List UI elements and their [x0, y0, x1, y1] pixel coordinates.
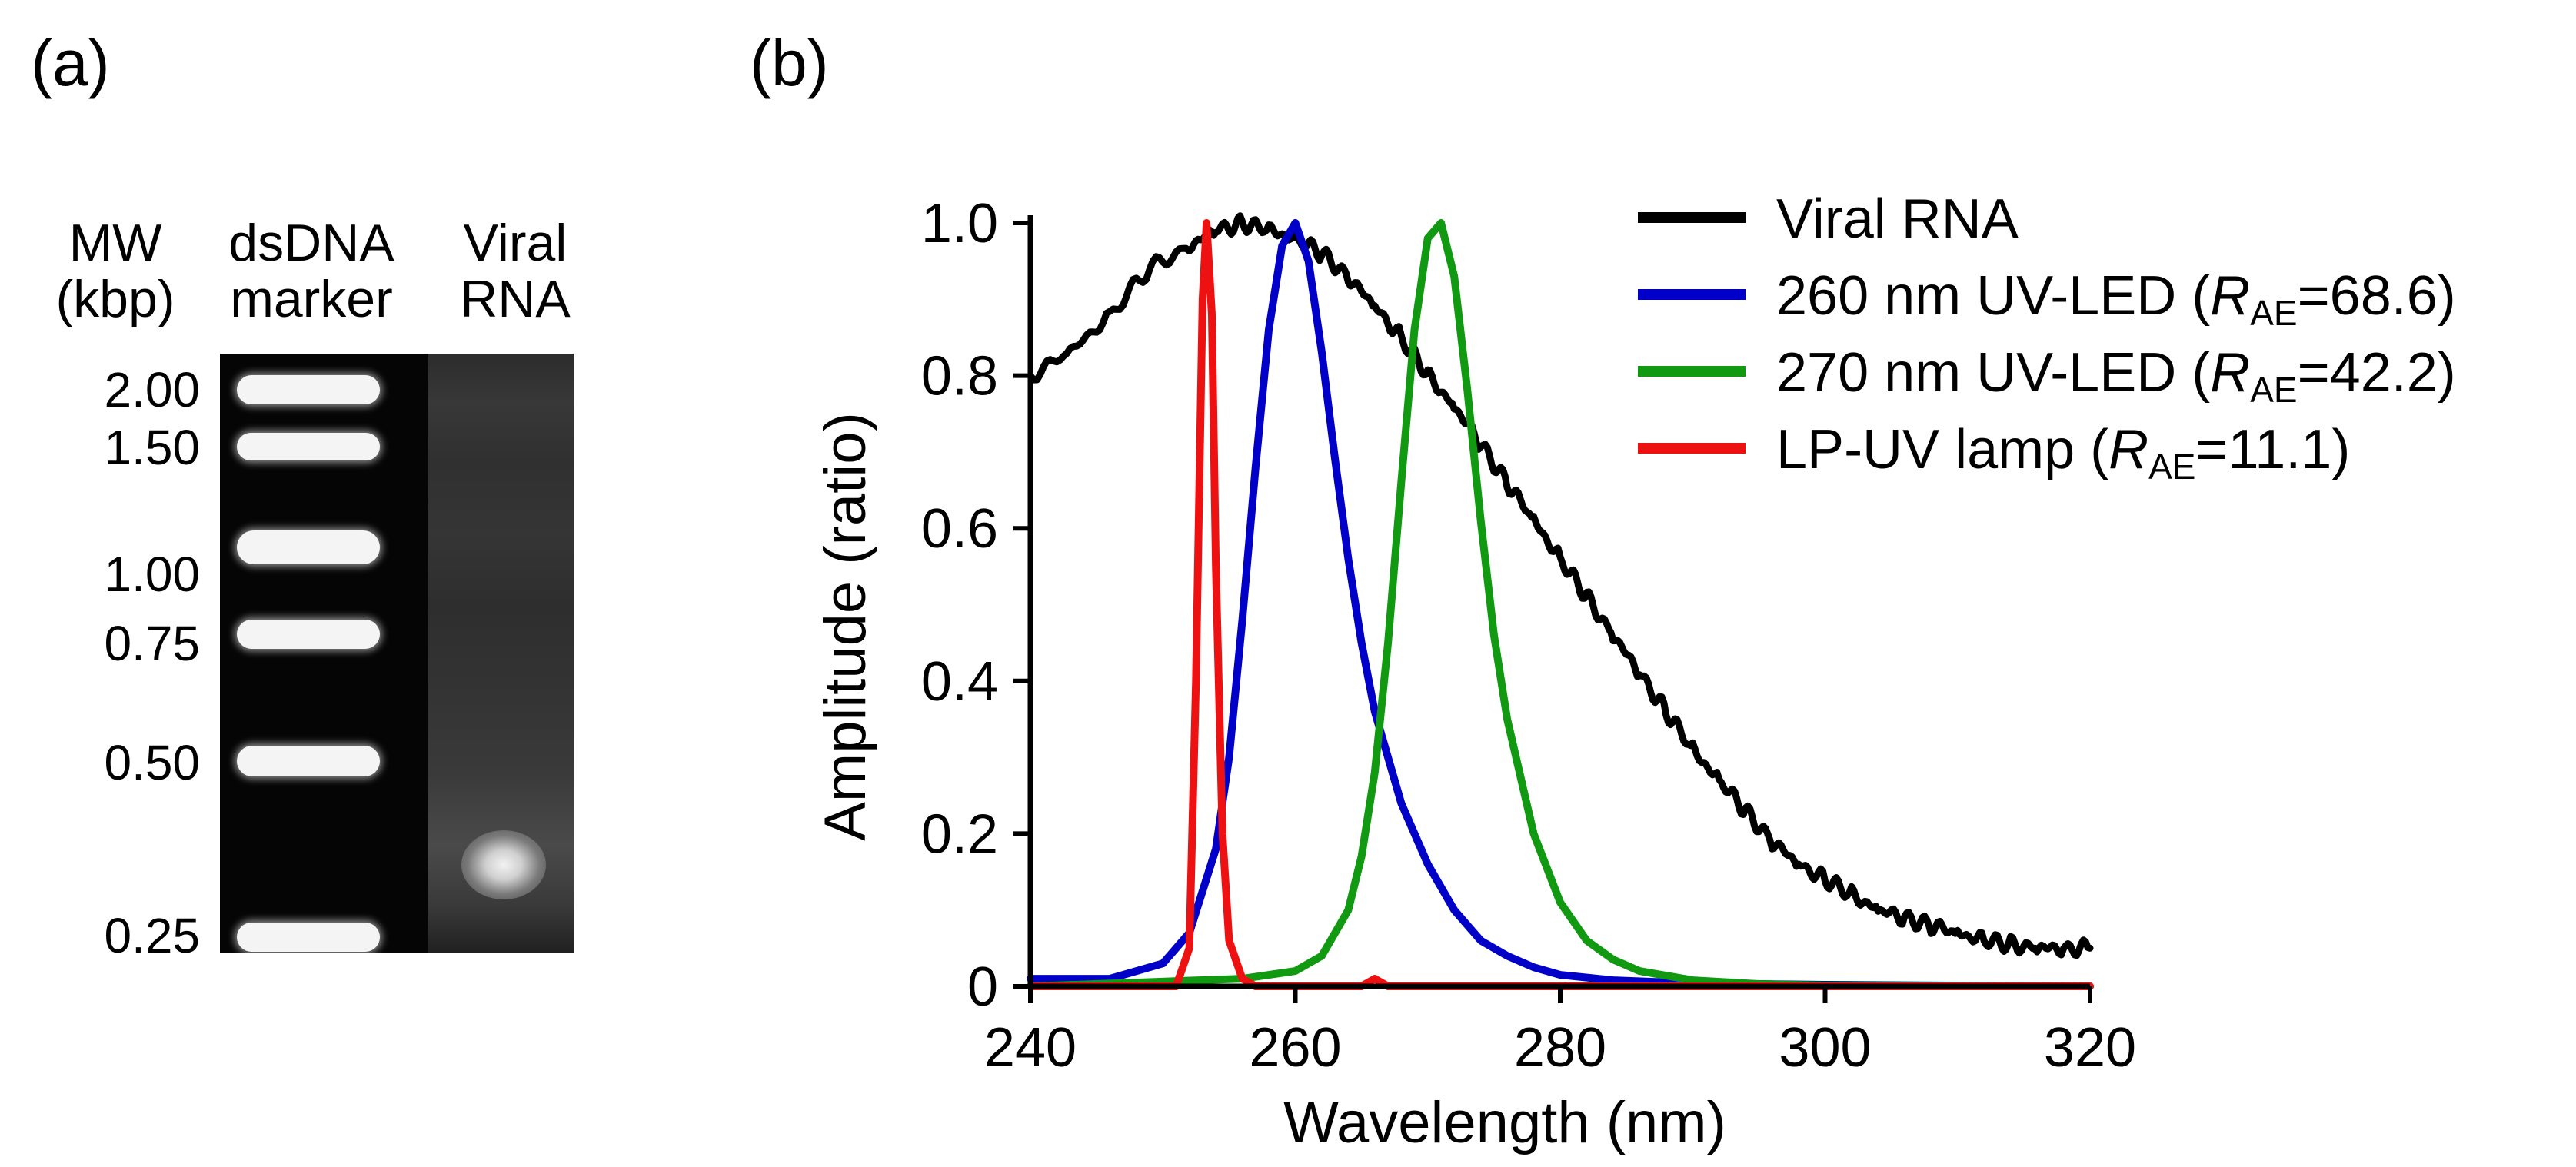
marker-header: dsDNA marker — [208, 214, 415, 329]
series-lines — [1027, 212, 2094, 990]
y-tick-label: 0.2 — [921, 803, 998, 865]
x-tick-label: 260 — [1249, 1017, 1341, 1079]
mw-label-2.00: 2.00 — [104, 362, 200, 417]
marker-band-0.75 — [237, 620, 380, 649]
marker-header-line2: marker — [230, 270, 393, 329]
y-tick-label: 0 — [967, 956, 998, 1018]
mw-label-1.50: 1.50 — [104, 420, 200, 475]
marker-band-0.50 — [237, 746, 380, 776]
mw-label-0.50: 0.50 — [104, 735, 200, 790]
sample-header: Viral RNA — [431, 214, 600, 329]
mw-header-line2: (kbp) — [55, 270, 175, 329]
x-tick-label: 280 — [1514, 1017, 1606, 1079]
marker-band-1.00 — [237, 530, 380, 564]
y-tick-label: 0.8 — [921, 346, 998, 407]
series-line-viral-rna — [1027, 212, 2094, 959]
mw-label-0.75: 0.75 — [104, 616, 200, 671]
legend-entry-lp-uv-lamp: LP-UV lamp (RAE=11.1) — [1776, 419, 2350, 487]
marker-band-0.25 — [237, 923, 380, 952]
y-tick-label: 1.0 — [921, 193, 998, 254]
tick-labels: 240 260 280 300 320 0 0.2 0.4 0.6 0.8 1.0 — [921, 193, 2136, 1079]
mw-label-1.00: 1.00 — [104, 547, 200, 602]
y-tick-label: 0.6 — [921, 498, 998, 560]
series-line-270-nm-uv-led — [1027, 219, 2094, 990]
panel-b-label: (b) — [750, 27, 829, 99]
legend: Viral RNA 260 nm UV-LED (RAE=68.6) 270 nm … — [1638, 188, 2456, 487]
sample-header-line2: RNA — [460, 270, 571, 329]
x-tick-label: 300 — [1779, 1017, 1871, 1079]
legend-entry-270-nm-uv-led: 270 nm UV-LED (RAE=42.2) — [1776, 342, 2456, 410]
x-tick-label: 320 — [2044, 1017, 2136, 1079]
y-tick-label: 0.4 — [921, 651, 998, 713]
series-line-lp-uv-lamp — [1027, 219, 2094, 990]
legend-entry-viral-rna: Viral RNA — [1776, 188, 2019, 250]
legend-entry-260-nm-uv-led: 260 nm UV-LED (RAE=68.6) — [1776, 265, 2456, 333]
x-tick-label: 240 — [984, 1017, 1077, 1079]
panel-a-label: (a) — [31, 27, 110, 99]
viral-rna-band — [461, 830, 546, 899]
axes — [1013, 215, 2092, 1003]
y-axis-label: Amplitude (ratio) — [813, 412, 878, 841]
sample-header-line1: Viral — [463, 214, 567, 272]
marker-header-line1: dsDNA — [228, 214, 394, 272]
marker-band-1.50 — [237, 433, 380, 460]
mw-label-0.25: 0.25 — [104, 908, 200, 963]
mw-header: MW (kbp) — [31, 214, 200, 329]
x-axis-label: Wavelength (nm) — [1283, 1090, 1726, 1155]
marker-band-2.00 — [237, 375, 380, 404]
mw-header-line1: MW — [68, 214, 162, 272]
